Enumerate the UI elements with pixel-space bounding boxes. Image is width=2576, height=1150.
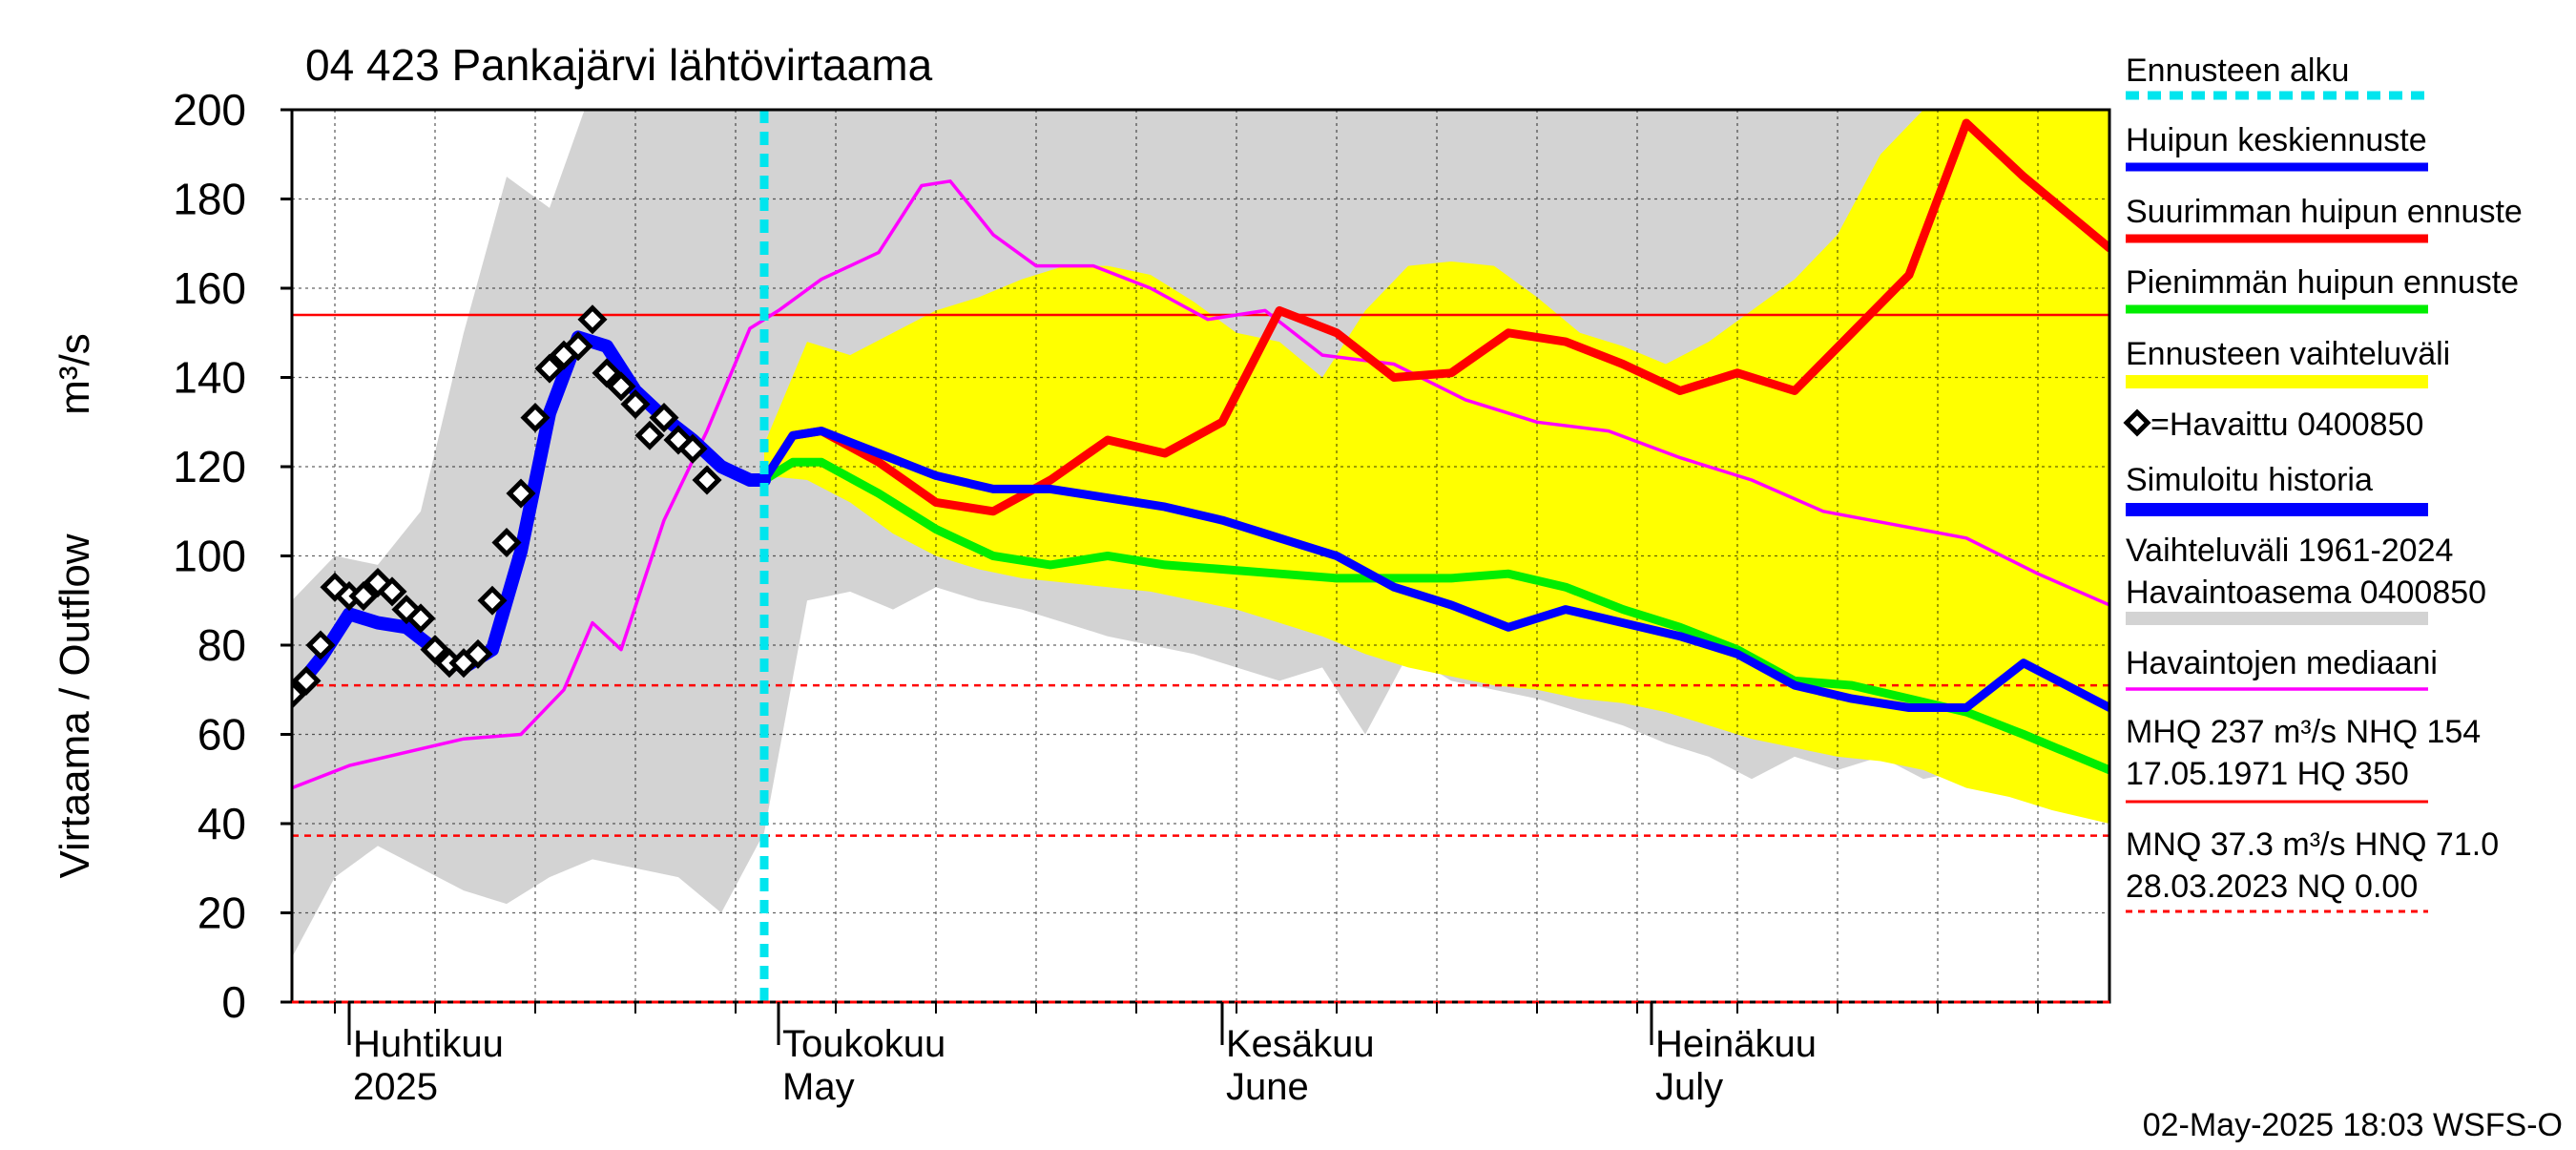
legend-label-forecast-start: Ennusteen alku [2126, 52, 2349, 89]
legend-label2-stats-high: 17.05.1971 HQ 350 [2126, 756, 2409, 792]
series-max-forecast [759, 118, 2109, 516]
x-month-label-fi: Heinäkuu [1655, 1023, 1817, 1065]
observed-point [506, 478, 536, 509]
x-month-label-en: July [1655, 1066, 1723, 1108]
grid-lines [292, 110, 2109, 1002]
y-tick-label: 0 [221, 977, 246, 1027]
legend-label-stats-low: MNQ 37.3 m³/s HNQ 71.0 [2126, 826, 2499, 863]
legend-label-stats-high: MHQ 237 m³/s NHQ 154 [2126, 714, 2481, 750]
x-month-label-fi: Kesäkuu [1226, 1023, 1375, 1065]
legend-label-max-forecast: Suurimman huipun ennuste [2126, 194, 2523, 230]
legend-marker-observed [2123, 408, 2151, 437]
series-min-forecast [759, 457, 2109, 775]
x-month-label-en: June [1226, 1066, 1309, 1108]
observed-point [620, 389, 651, 420]
observed-point [692, 465, 722, 495]
observed-point [491, 527, 522, 558]
y-tick-label: 140 [173, 353, 246, 403]
legend-label-historical-range: Vaihteluväli 1961-2024 [2126, 533, 2453, 569]
legend-label2-stats-low: 28.03.2023 NQ 0.00 [2126, 868, 2418, 905]
legend-label-mean-forecast: Huipun keskiennuste [2126, 122, 2427, 158]
series-mean-forecast [759, 427, 2109, 712]
observed-point [420, 635, 450, 665]
legend-label2-historical-range: Havaintoasema 0400850 [2126, 575, 2486, 611]
y-tick-label: 20 [197, 889, 246, 938]
y-tick-label: 60 [197, 710, 246, 760]
observed-point [577, 304, 608, 335]
legend-label-forecast-range: Ennusteen vaihteluväli [2126, 336, 2450, 372]
observed-point [292, 679, 307, 709]
y-tick-label: 200 [173, 85, 246, 135]
legend-label-observed: =Havaittu 0400850 [2150, 407, 2423, 443]
y-tick-label: 40 [197, 799, 246, 848]
observed-point [592, 358, 622, 388]
y-tick-label: 100 [173, 532, 246, 581]
observed-point [348, 581, 379, 612]
legend-label-median: Havaintojen mediaani [2126, 645, 2438, 681]
series-median [292, 179, 2109, 790]
x-month-label-fi: Huhtikuu [353, 1023, 504, 1065]
chart-title: 04 423 Pankajärvi lähtövirtaama [305, 40, 933, 90]
legend-label-min-forecast: Pienimmän huipun ennuste [2126, 264, 2519, 301]
observed-point [292, 665, 322, 696]
observed-point [677, 433, 708, 464]
observed-point [477, 585, 508, 616]
observed-point [634, 420, 665, 450]
observed-point [534, 353, 565, 384]
y-tick-label: 160 [173, 263, 246, 313]
footer-timestamp: 02-May-2025 18:03 WSFS-O [2143, 1107, 2563, 1143]
y-axis-unit: m³/s [52, 333, 98, 415]
observed-point [520, 403, 551, 433]
y-tick-label: 120 [173, 442, 246, 491]
y-axis-label: Virtaama / Outflow [52, 533, 98, 878]
observed-point [305, 630, 336, 660]
observed-point [649, 403, 679, 433]
observed-point [463, 638, 493, 669]
x-month-label-fi: Toukokuu [782, 1023, 945, 1065]
y-tick-label: 180 [173, 175, 246, 224]
legend-label-simulated: Simuloitu historia [2126, 462, 2373, 498]
observed-point [606, 371, 636, 402]
observed-point [377, 576, 407, 607]
x-month-label-en: May [782, 1066, 855, 1108]
observed-point [563, 331, 593, 362]
x-month-label-en: 2025 [353, 1066, 438, 1108]
observed-points [292, 304, 722, 709]
observed-point [405, 603, 436, 634]
y-tick-label: 80 [197, 620, 246, 670]
